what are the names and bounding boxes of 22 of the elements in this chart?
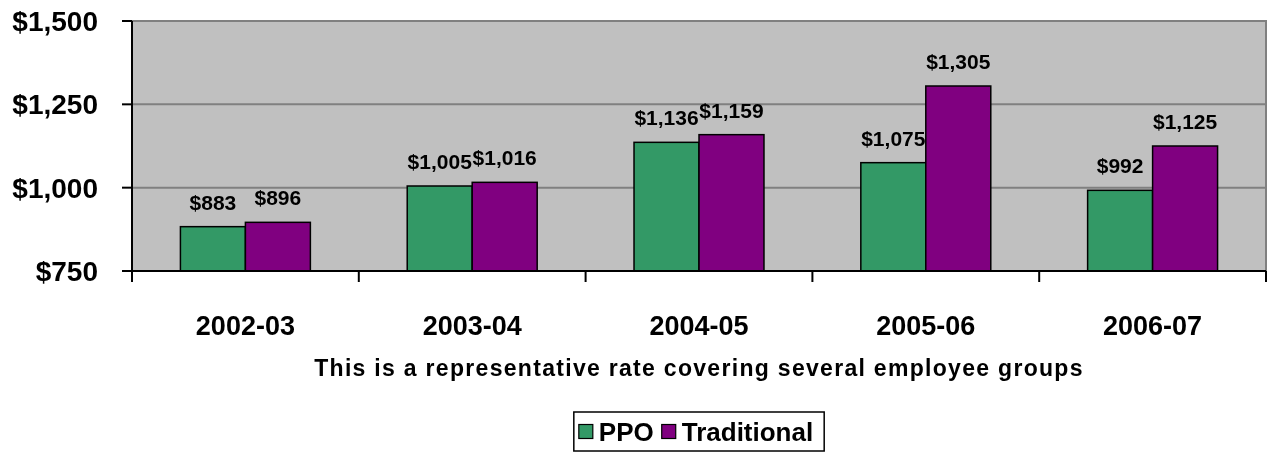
data-label: $1,005 [407,150,473,173]
x-tick-label: 2005-06 [876,311,976,341]
x-tick-label: 2006-07 [1103,311,1203,341]
y-tick-label: $1,250 [12,89,98,121]
x-axis-title: This is a representative rate covering several employee groups [314,355,1084,381]
data-label: $1,305 [926,50,991,73]
data-label: $1,159 [699,98,764,122]
x-tick-label: 2004-05 [649,311,749,341]
data-label: $896 [254,186,302,210]
legend-label: PPO [598,416,654,447]
y-tick-label: $1,000 [12,172,98,204]
x-tick-label: 2003-04 [422,311,522,341]
data-label: $883 [189,190,237,214]
data-label: $1,016 [472,146,537,170]
legend-label: Traditional [681,416,814,447]
data-label: $1,125 [1152,110,1218,133]
data-label: $1,136 [634,106,699,130]
data-label: $1,075 [861,126,926,150]
x-tick-label: 2002-03 [195,311,295,341]
y-tick-label: $1,500 [12,6,98,38]
y-tick-label: $750 [35,256,98,288]
data-label: $992 [1096,154,1144,178]
